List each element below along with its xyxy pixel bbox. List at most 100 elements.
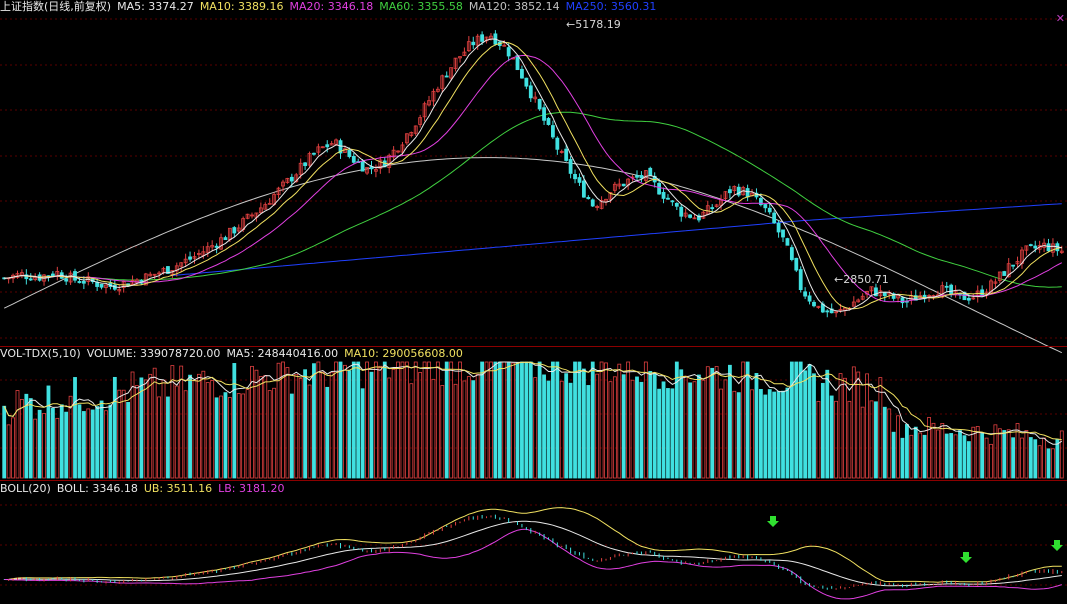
low-price-label: ←2850.71 xyxy=(834,273,889,286)
candle-body xyxy=(595,206,600,208)
ma5-line xyxy=(4,38,1062,312)
candle-body xyxy=(130,280,135,285)
volume-bar xyxy=(1055,438,1060,479)
volume-bar xyxy=(639,381,644,479)
boll-legend-item: LB: 3181.20 xyxy=(218,482,285,495)
candle-body xyxy=(214,245,219,248)
volume-bar xyxy=(847,400,852,479)
volume-bar xyxy=(1037,445,1042,479)
candle-body xyxy=(1028,244,1033,246)
volume-bar xyxy=(201,370,206,479)
candle-body xyxy=(179,262,184,267)
volume-bar xyxy=(697,374,701,479)
boll-legend-item: UB: 3511.16 xyxy=(143,482,213,495)
candle-body xyxy=(391,149,396,158)
volume-bar xyxy=(95,406,100,479)
volume-bar xyxy=(396,361,400,479)
volume-bar xyxy=(99,400,104,479)
volume-bar xyxy=(174,385,179,479)
candle-body xyxy=(289,176,294,182)
volume-bar xyxy=(289,393,294,479)
volume-bar xyxy=(90,409,95,479)
volume-bar xyxy=(856,371,861,479)
volume-bar xyxy=(334,361,338,479)
volume-bar xyxy=(975,426,980,479)
volume-bar xyxy=(2,405,7,479)
volume-bar xyxy=(258,376,263,479)
candle-body xyxy=(546,118,551,125)
volume-bar xyxy=(763,394,768,479)
volume-bar xyxy=(754,373,759,479)
candle-body xyxy=(776,222,781,233)
candle-body xyxy=(117,288,122,292)
volume-bar xyxy=(564,373,569,479)
volume-bar xyxy=(741,361,746,479)
volume-bar xyxy=(913,426,918,479)
candle-body xyxy=(900,297,905,304)
ma120-line xyxy=(3,157,1063,354)
candle-body xyxy=(245,213,250,219)
volume-bar xyxy=(15,390,20,479)
volume-bar xyxy=(205,382,210,479)
boll-legend-items: BOLL: 3346.18 UB: 3511.16 LB: 3181.20 xyxy=(57,482,285,496)
candle-body xyxy=(555,137,560,150)
volume-bar xyxy=(723,379,728,479)
candle-body xyxy=(794,257,799,271)
candle-body xyxy=(250,214,254,217)
candle-body xyxy=(422,103,427,118)
volume-bar xyxy=(250,365,254,479)
candle-body xyxy=(732,186,737,192)
volume-bar xyxy=(183,390,188,479)
volume-bar xyxy=(767,389,772,479)
candle-body xyxy=(502,44,507,47)
candle-body xyxy=(50,273,55,277)
volume-bar xyxy=(152,367,157,479)
volume-bar xyxy=(298,378,303,479)
boll-upper-line xyxy=(4,507,1062,583)
candle-body xyxy=(993,281,998,284)
volume-bar xyxy=(750,389,754,479)
volume-bar xyxy=(882,406,887,479)
volume-bar xyxy=(232,363,237,479)
volume-bar xyxy=(404,361,409,479)
volume-bar xyxy=(683,375,688,479)
volume-bar xyxy=(493,361,498,479)
volume-bar xyxy=(931,422,936,479)
candle-body xyxy=(1006,263,1011,278)
candle-body xyxy=(1042,242,1046,248)
candle-body xyxy=(427,100,431,106)
candle-body xyxy=(197,253,201,255)
volume-bar xyxy=(444,361,449,479)
candle-body xyxy=(294,174,299,183)
volume-bar xyxy=(1020,437,1024,479)
volume-bar xyxy=(891,431,896,479)
candle-body xyxy=(772,212,777,224)
volume-bar xyxy=(1046,448,1051,479)
volume-ma5-line xyxy=(3,361,1063,445)
candle-body xyxy=(148,273,153,277)
volume-bar xyxy=(520,361,524,479)
candle-body xyxy=(537,99,542,110)
volume-bar xyxy=(559,380,564,479)
volume-bar xyxy=(28,398,33,479)
volume-bar xyxy=(781,390,785,479)
candle-body xyxy=(515,55,520,71)
candle-body xyxy=(312,152,316,155)
volume-bar xyxy=(838,373,843,479)
close-cross-icon[interactable]: ✕ xyxy=(1055,12,1065,25)
volume-bar xyxy=(989,443,993,479)
volume-bar xyxy=(210,380,215,479)
volume-bar xyxy=(135,385,139,479)
candle-body xyxy=(528,85,533,99)
volume-bar xyxy=(1024,430,1029,479)
volume-bar xyxy=(581,368,586,479)
candle-body xyxy=(643,170,648,181)
volume-bar xyxy=(86,408,91,479)
candle-body xyxy=(648,167,653,176)
candle-body xyxy=(506,47,511,57)
volume-bar xyxy=(909,434,914,479)
volume-bar xyxy=(449,361,454,479)
volume-bar xyxy=(307,384,312,479)
volume-bar xyxy=(409,383,414,479)
